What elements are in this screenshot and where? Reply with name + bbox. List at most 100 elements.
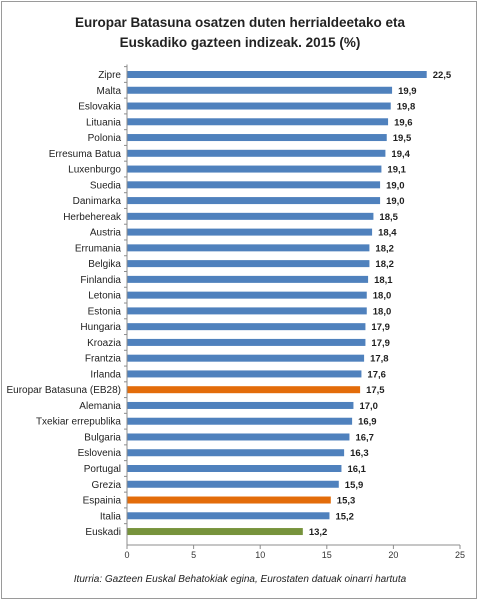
- category-label: Portugal: [84, 464, 121, 475]
- data-label: 22,5: [433, 70, 452, 81]
- data-label: 16,3: [350, 448, 369, 459]
- category-label: Euskadi: [85, 527, 121, 538]
- category-label: Espainia: [83, 496, 122, 507]
- category-label: Europar Batasuna (EB28): [6, 385, 121, 396]
- category-label: Alemania: [79, 401, 121, 412]
- bar: [127, 149, 386, 157]
- data-label: 17,0: [359, 401, 378, 412]
- bar: [127, 102, 391, 110]
- data-label: 19,1: [387, 165, 406, 176]
- category-label: Belgika: [88, 259, 121, 270]
- category-label: Danimarka: [73, 196, 122, 207]
- data-label: 18,0: [373, 306, 392, 317]
- bar: [127, 386, 361, 394]
- chart-source-note: Iturria: Gazteen Euskal Behatokiak egina…: [73, 574, 407, 585]
- bar: [127, 338, 366, 346]
- data-label: 18,0: [373, 291, 392, 302]
- data-label: 19,0: [386, 196, 405, 207]
- category-label: Luxenburgo: [68, 165, 121, 176]
- bar: [127, 181, 381, 189]
- bar: [127, 118, 389, 126]
- bar: [127, 480, 339, 488]
- x-tick-label: 25: [455, 550, 465, 560]
- category-label: Finlandia: [80, 275, 121, 286]
- category-label: Italia: [100, 511, 122, 522]
- data-label: 19,5: [393, 133, 412, 144]
- data-label: 15,3: [337, 496, 356, 507]
- category-label: Bulgaria: [84, 432, 121, 443]
- chart-title: Europar Batasuna osatzen duten herrialde…: [0, 13, 480, 53]
- data-label: 19,4: [391, 149, 410, 160]
- bar: [127, 212, 374, 220]
- category-label: Polonia: [88, 133, 122, 144]
- bar: [127, 71, 427, 78]
- bar: [127, 228, 373, 236]
- data-label: 18,4: [378, 228, 397, 239]
- data-label: 16,7: [355, 432, 374, 443]
- bar: [127, 275, 369, 283]
- category-label: Letonia: [88, 291, 121, 302]
- category-label: Herbehereak: [63, 212, 122, 223]
- category-label: Malta: [97, 86, 122, 97]
- data-label: 18,5: [379, 212, 398, 223]
- category-label: Errumania: [75, 243, 122, 254]
- data-label: 16,9: [358, 417, 377, 428]
- data-label: 16,1: [347, 464, 366, 475]
- x-tick-label: 5: [191, 550, 196, 560]
- bar: [127, 244, 370, 252]
- x-tick-label: 10: [255, 550, 265, 560]
- x-tick-label: 0: [124, 550, 129, 560]
- data-label: 19,0: [386, 180, 405, 191]
- bar: [127, 86, 393, 94]
- bar: [127, 291, 367, 299]
- data-label: 19,8: [397, 102, 416, 113]
- category-label: Zipre: [98, 70, 121, 81]
- category-label: Hungaria: [80, 322, 121, 333]
- bar: [127, 307, 367, 315]
- category-label: Irlanda: [90, 369, 121, 380]
- category-label: Grezia: [92, 480, 122, 491]
- x-tick-label: 20: [388, 550, 398, 560]
- category-label: Txekiar errepublika: [36, 417, 121, 428]
- data-label: 15,2: [335, 511, 354, 522]
- bar: [127, 370, 362, 378]
- bar: [127, 165, 382, 173]
- data-label: 15,9: [345, 480, 364, 491]
- x-tick-label: 15: [322, 550, 332, 560]
- category-label: Erresuma Batua: [49, 149, 122, 160]
- bar: [127, 401, 354, 409]
- data-label: 17,8: [370, 354, 389, 365]
- data-label: 13,2: [309, 527, 328, 538]
- bar: [127, 134, 387, 142]
- data-label: 19,9: [398, 86, 417, 97]
- bar: [127, 449, 345, 457]
- category-label: Estonia: [88, 306, 122, 317]
- chart-title-line-1: Europar Batasuna osatzen duten herrialde…: [74, 15, 406, 30]
- bar: [127, 433, 350, 441]
- bar: [127, 528, 303, 536]
- category-label: Frantzia: [85, 354, 122, 365]
- category-label: Eslovakia: [78, 102, 121, 113]
- bar: [127, 512, 330, 520]
- data-label: 19,6: [394, 117, 413, 128]
- bar: [127, 197, 381, 205]
- data-label: 18,1: [374, 275, 393, 286]
- data-label: 18,2: [375, 243, 394, 254]
- chart-title-line-2: Euskadiko gazteen indizeak. 2015 (%): [119, 35, 361, 50]
- category-label: Lituania: [86, 117, 121, 128]
- data-label: 17,5: [366, 385, 385, 396]
- bar: [127, 417, 353, 425]
- bar: [127, 323, 366, 331]
- data-label: 17,9: [371, 322, 390, 333]
- category-label: Austria: [90, 228, 122, 239]
- category-label: Suedia: [90, 180, 122, 191]
- category-label: Eslovenia: [78, 448, 122, 459]
- data-label: 18,2: [375, 259, 394, 270]
- bar: [127, 465, 342, 472]
- data-label: 17,9: [371, 338, 390, 349]
- bar: [127, 354, 365, 362]
- bar: [127, 260, 370, 268]
- data-label: 17,6: [367, 369, 386, 380]
- category-label: Kroazia: [87, 338, 121, 349]
